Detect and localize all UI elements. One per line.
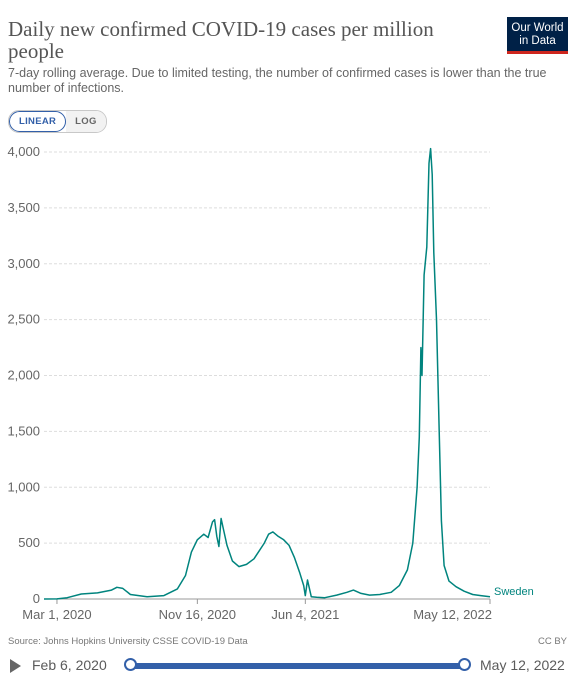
y-tick-label: 2,000 (7, 368, 40, 383)
x-tick-label: Mar 1, 2020 (22, 607, 91, 622)
y-tick-label: 1,000 (7, 479, 40, 494)
logo-line-2: in Data (519, 34, 556, 47)
y-tick-label: 1,500 (7, 423, 40, 438)
y-tick-label: 2,500 (7, 312, 40, 327)
x-tick-label: Jun 4, 2021 (271, 607, 339, 622)
timeline: Feb 6, 2020 May 12, 2022 (8, 654, 578, 678)
chart-title: Daily new confirmed COVID-19 cases per m… (8, 17, 434, 63)
series-label: Sweden (494, 586, 534, 598)
timeline-track[interactable] (130, 663, 464, 669)
logo-line-1: Our World (511, 22, 564, 34)
y-tick-label: 0 (33, 591, 40, 606)
y-tick-label: 4,000 (7, 144, 40, 159)
y-tick-label: 3,500 (7, 200, 40, 215)
timeline-end-handle[interactable] (458, 658, 471, 671)
x-tick-label: Nov 16, 2020 (159, 607, 236, 622)
timeline-end-date: May 12, 2022 (480, 657, 565, 673)
scale-toggle: LINEAR LOG (8, 110, 107, 133)
y-tick-label: 3,000 (7, 256, 40, 271)
source-note[interactable]: Source: Johns Hopkins University CSSE CO… (8, 636, 248, 647)
license-label[interactable]: CC BY (537, 636, 567, 647)
y-tick-label: 500 (18, 535, 40, 550)
log-scale-button[interactable]: LOG (66, 111, 106, 132)
series-line (43, 147, 491, 600)
x-tick-label: May 12, 2022 (413, 607, 492, 622)
timeline-start-date: Feb 6, 2020 (32, 657, 107, 673)
linear-scale-button[interactable]: LINEAR (9, 111, 67, 132)
timeline-start-handle[interactable] (124, 658, 137, 671)
play-icon[interactable] (10, 659, 21, 673)
line-chart: 0 500 1,000 1,500 2,000 2,500 3,000 3,500 4,000 M… (7, 144, 534, 622)
chart-subtitle: 7-day rolling average. Due to limited te… (8, 66, 547, 95)
owid-logo[interactable]: Our World in Data (507, 17, 568, 54)
